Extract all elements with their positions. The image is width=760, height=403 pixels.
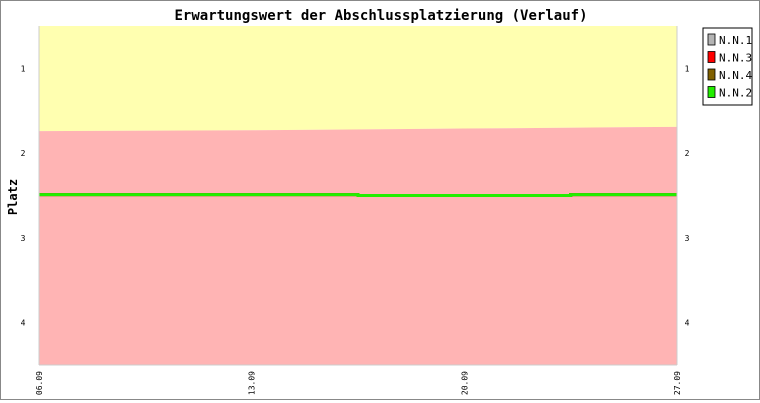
legend-label: N.N.1 — [719, 34, 752, 47]
x-tick-label: 20.09 — [460, 371, 469, 395]
legend-label: N.N.3 — [719, 52, 752, 65]
y-tick-label: 3 — [21, 234, 26, 243]
x-tick-label: 06.09 — [35, 371, 44, 395]
legend: N.N.1 N.N.3 N.N.4 N.N.2 — [702, 27, 753, 106]
y-axis-label: Platz — [6, 179, 20, 215]
y-tick-label-right: 4 — [685, 319, 690, 328]
y-tick-label: 1 — [21, 64, 26, 73]
chart-title: Erwartungswert der Abschlussplatzierung … — [174, 8, 587, 24]
x-tick-label: 27.09 — [673, 371, 682, 395]
series-line-nn2 — [39, 193, 677, 197]
y-tick-label-right: 1 — [685, 64, 690, 73]
legend-swatch — [707, 33, 716, 46]
legend-label: N.N.2 — [719, 87, 752, 100]
band-lower — [39, 126, 677, 365]
legend-swatch — [707, 68, 716, 81]
y-tick-label-right: 2 — [685, 149, 690, 158]
band-upper — [39, 26, 677, 132]
legend-swatch — [707, 51, 716, 63]
y-tick-label-right: 3 — [685, 234, 690, 243]
y-tick-label: 4 — [21, 319, 26, 328]
x-tick-label: 13.09 — [248, 371, 257, 395]
legend-label: N.N.4 — [719, 69, 752, 82]
y-tick-label: 2 — [21, 149, 26, 158]
legend-swatch — [707, 86, 716, 98]
